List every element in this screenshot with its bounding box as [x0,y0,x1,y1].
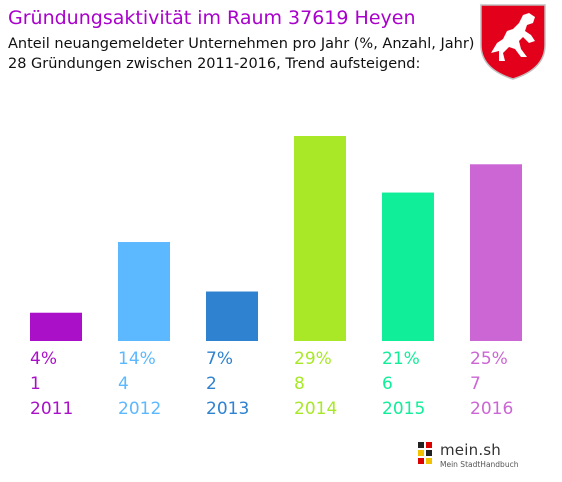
chart-subtitle-2: 28 Gründungen zwischen 2011-2016, Trend … [8,56,421,72]
percent-label-2012: 14% [118,349,156,369]
logo-text: mein.sh [440,441,502,459]
percent-label-2014: 29% [294,349,332,369]
percent-label-2016: 25% [470,349,508,369]
logo-subtext: Mein StadtHandbuch [440,460,519,469]
count-label-2011: 1 [30,374,41,394]
mein-sh-logo [418,442,432,464]
percent-label-2013: 7% [206,349,233,369]
bar-2011 [30,312,82,341]
percent-label-2011: 4% [30,349,57,369]
lower-saxony-horse-crest-icon [480,4,546,80]
count-label-2012: 4 [118,374,129,394]
count-label-2015: 6 [382,374,393,394]
year-label-2013: 2013 [206,399,249,419]
bar-2015 [382,192,434,341]
count-label-2013: 2 [206,374,217,394]
bar-2012 [118,242,170,341]
count-label-2014: 8 [294,374,305,394]
chart-subtitle-1: Anteil neuangemeldeter Unternehmen pro J… [8,36,475,52]
year-label-2012: 2012 [118,399,161,419]
year-label-2011: 2011 [30,399,73,419]
year-label-2015: 2015 [382,399,425,419]
year-label-2014: 2014 [294,399,337,419]
bar-2013 [206,291,258,341]
percent-label-2015: 21% [382,349,420,369]
bar-2014 [294,136,346,341]
year-label-2016: 2016 [470,399,513,419]
chart-title: Gründungsaktivität im Raum 37619 Heyen [8,7,416,29]
count-label-2016: 7 [470,374,481,394]
bar-2016 [470,164,522,341]
